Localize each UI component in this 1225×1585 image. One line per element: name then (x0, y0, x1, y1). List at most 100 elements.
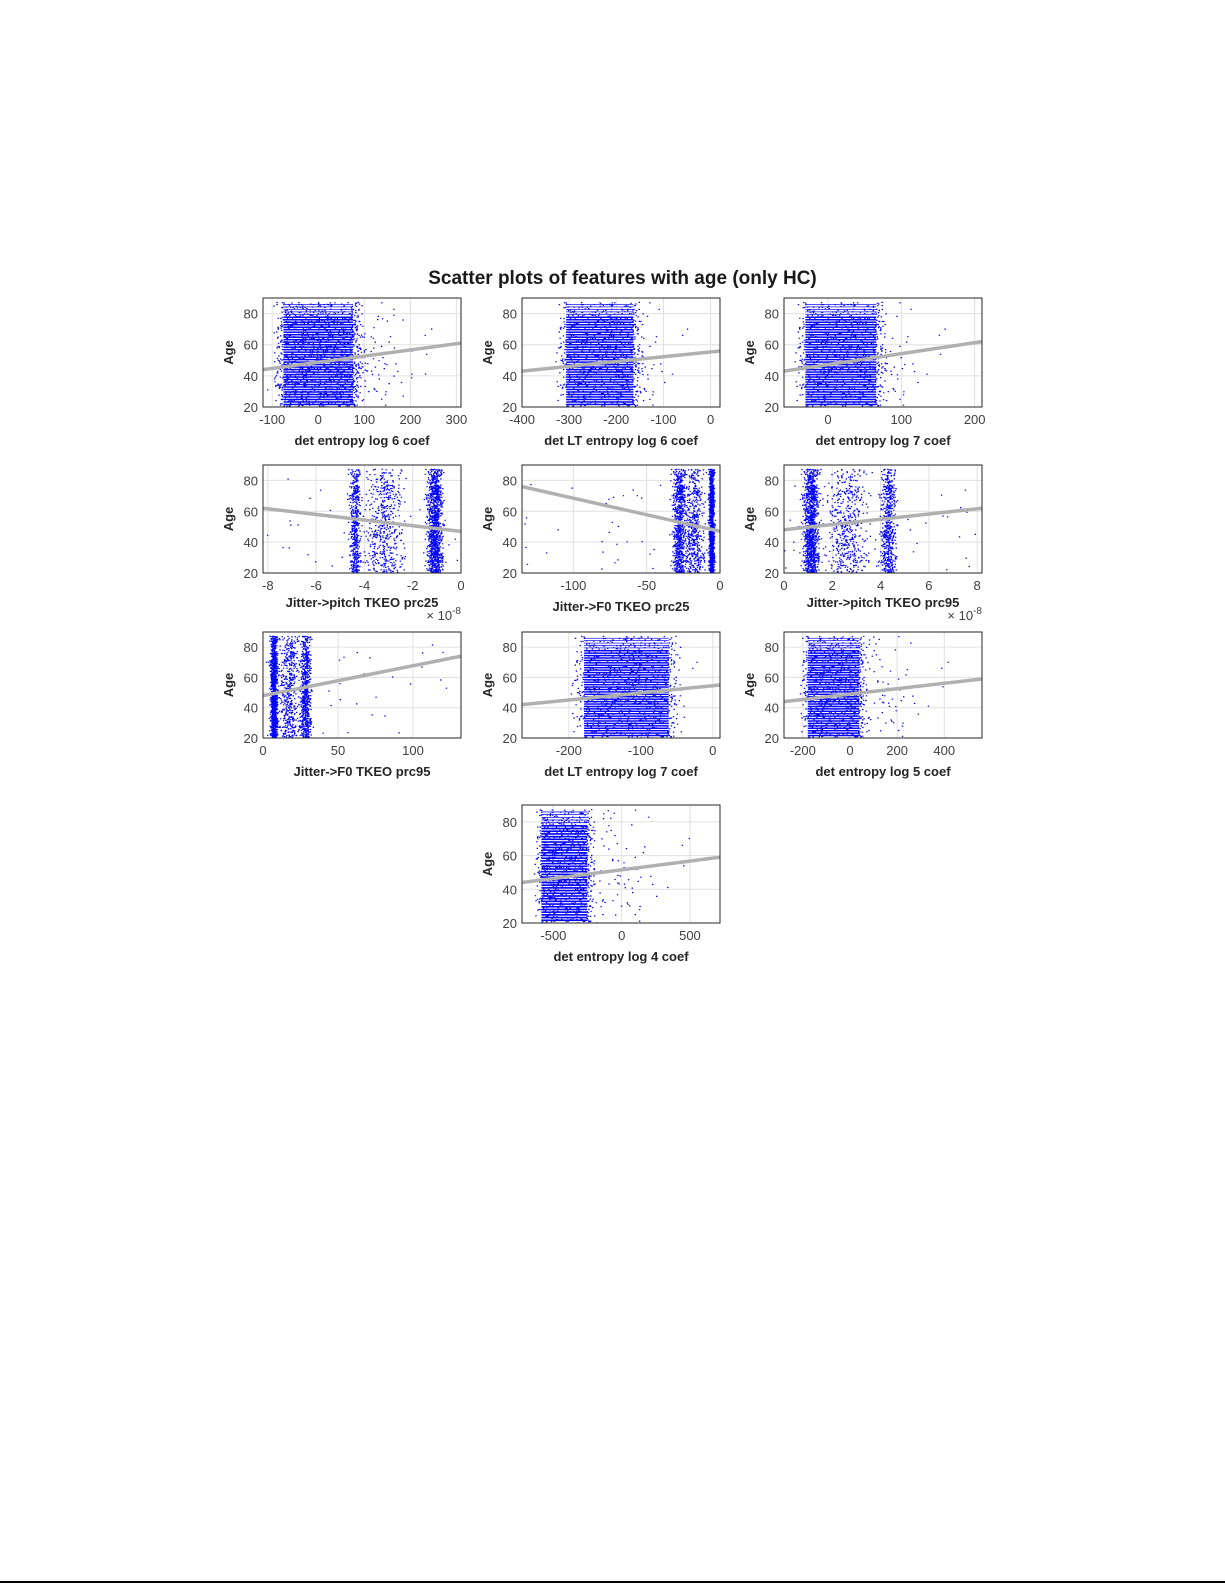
x-axis-label: det LT entropy log 6 coef (544, 433, 698, 448)
data-points (266, 301, 433, 407)
tick-labels: -200 0 200 400 20 40 60 80 (765, 640, 956, 758)
svg-text:0: 0 (707, 412, 714, 427)
scatter-subplot-3: 0 100 200 20 40 60 80 det entropy log 7 coef Age (734, 288, 1002, 457)
svg-text:200: 200 (886, 743, 908, 758)
svg-text:40: 40 (765, 701, 779, 716)
svg-text:20: 20 (503, 731, 517, 746)
x-axis-label: Jitter->F0 TKEO prc25 (553, 599, 690, 614)
svg-text:400: 400 (933, 743, 955, 758)
svg-text:-100: -100 (650, 412, 676, 427)
svg-text:20: 20 (244, 731, 258, 746)
svg-text:500: 500 (679, 928, 701, 943)
svg-text:40: 40 (503, 882, 517, 897)
x-axis-label: det entropy log 7 coef (815, 433, 951, 448)
svg-text:-200: -200 (556, 743, 582, 758)
y-axis-label: Age (480, 852, 495, 877)
scatter-subplot-10: -500 0 500 20 40 60 80 det entropy log 4 coef Ag… (472, 795, 740, 973)
svg-text:0: 0 (259, 743, 266, 758)
regression-line (522, 683, 720, 707)
svg-text:0: 0 (618, 928, 625, 943)
axes-box (262, 631, 462, 739)
svg-text:300: 300 (446, 412, 468, 427)
axes-box (262, 464, 462, 574)
svg-text:8: 8 (974, 578, 981, 593)
svg-text:50: 50 (331, 743, 345, 758)
svg-text:60: 60 (503, 670, 517, 685)
svg-text:-100: -100 (560, 578, 586, 593)
svg-text:40: 40 (244, 535, 258, 550)
data-points (265, 635, 452, 738)
regression-line (784, 339, 982, 373)
svg-text:80: 80 (765, 473, 779, 488)
svg-text:60: 60 (765, 504, 779, 519)
y-axis-label: Age (480, 340, 495, 365)
svg-text:0: 0 (780, 578, 787, 593)
tick-labels: -8 -6 -4 -2 0 20 40 60 80 (244, 473, 465, 593)
page-bottom-rule (0, 1581, 1225, 1583)
axes-box (783, 631, 983, 739)
svg-text:60: 60 (503, 338, 517, 353)
regression-line (263, 341, 461, 372)
svg-text:20: 20 (765, 566, 779, 581)
scatter-subplot-7: 0 50 100 20 40 60 80 Jitter->F0 TKEO prc95 Age (213, 622, 481, 788)
data-points (570, 635, 698, 738)
svg-text:20: 20 (503, 916, 517, 931)
svg-text:-2: -2 (407, 578, 419, 593)
svg-text:0: 0 (824, 412, 831, 427)
x-axis-label: det LT entropy log 7 coef (544, 764, 698, 779)
svg-text:60: 60 (503, 504, 517, 519)
svg-text:80: 80 (503, 473, 517, 488)
y-axis-label: Age (480, 673, 495, 698)
scatter-subplot-6: 0 2 4 6 8 20 40 60 80 Jitter->pitch TKEO prc95 Age… (734, 455, 1002, 623)
scatter-subplot-4: -8 -6 -4 -2 0 20 40 60 80 Jitter->pitch TKEO prc2… (213, 455, 481, 623)
svg-text:-6: -6 (310, 578, 322, 593)
svg-text:-400: -400 (509, 412, 535, 427)
regression-line (263, 654, 461, 698)
tick-labels: 0 2 4 6 8 20 40 60 80 (765, 473, 981, 593)
svg-text:200: 200 (399, 412, 421, 427)
svg-text:-300: -300 (556, 412, 582, 427)
tick-labels: -500 0 500 20 40 60 80 (503, 815, 701, 943)
y-axis-label: Age (480, 507, 495, 532)
svg-text:6: 6 (925, 578, 932, 593)
x-axis-label: Jitter->pitch TKEO prc95 (807, 595, 960, 610)
data-points (524, 468, 717, 573)
svg-text:60: 60 (244, 670, 258, 685)
svg-text:-500: -500 (540, 928, 566, 943)
svg-text:40: 40 (244, 369, 258, 384)
tick-labels: -400 -300 -200 -100 0 20 40 60 80 (503, 307, 715, 427)
svg-text:80: 80 (244, 640, 258, 655)
y-axis-label: Age (221, 673, 236, 698)
x-axis-label: det entropy log 4 coef (553, 949, 689, 964)
axis-exponent: × 10-8 (426, 606, 461, 623)
svg-text:40: 40 (765, 535, 779, 550)
axes-box (783, 297, 983, 408)
x-axis-label: det entropy log 6 coef (294, 433, 430, 448)
svg-text:-4: -4 (359, 578, 371, 593)
svg-text:80: 80 (765, 307, 779, 322)
svg-text:0: 0 (457, 578, 464, 593)
svg-text:60: 60 (503, 849, 517, 864)
svg-text:-50: -50 (637, 578, 656, 593)
svg-text:40: 40 (503, 535, 517, 550)
svg-text:80: 80 (244, 473, 258, 488)
svg-text:2: 2 (829, 578, 836, 593)
svg-text:20: 20 (503, 400, 517, 415)
scatter-subplot-2: -400 -300 -200 -100 0 20 40 60 80 det LT entropy … (472, 288, 740, 457)
svg-text:40: 40 (244, 701, 258, 716)
y-axis-label: Age (221, 340, 236, 365)
svg-text:60: 60 (765, 338, 779, 353)
svg-text:20: 20 (503, 566, 517, 581)
x-axis-label: Jitter->pitch TKEO prc25 (286, 595, 439, 610)
tick-labels: 0 50 100 20 40 60 80 (244, 640, 424, 758)
regression-line (522, 349, 720, 373)
svg-text:200: 200 (964, 412, 986, 427)
scatter-subplot-8: -200 -100 0 20 40 60 80 det LT entropy log 7 co… (472, 622, 740, 788)
x-axis-label: det entropy log 5 coef (815, 764, 951, 779)
scatter-subplot-9: -200 0 200 400 20 40 60 80 det entropy log 5 coe… (734, 622, 1002, 788)
regression-line (784, 677, 982, 704)
y-axis-label: Age (742, 507, 757, 532)
data-points (555, 301, 689, 407)
regression-line (522, 484, 720, 534)
svg-text:60: 60 (765, 670, 779, 685)
